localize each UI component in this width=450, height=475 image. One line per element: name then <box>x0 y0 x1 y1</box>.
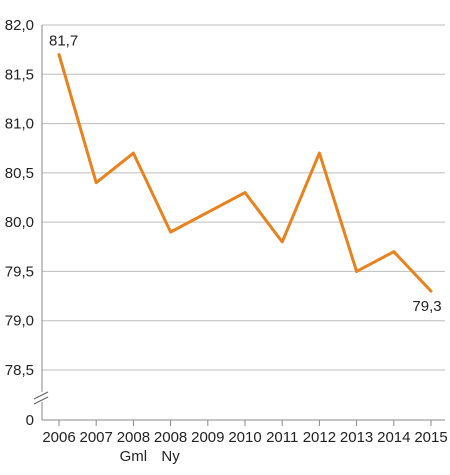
gridlines <box>42 24 445 371</box>
y-tick-label: 79,0 <box>5 313 34 330</box>
x-tick-label: 2009 <box>191 429 224 446</box>
axis-break-mark <box>33 391 49 400</box>
y-tick-label: 82,0 <box>5 17 34 34</box>
axis-break-mark <box>33 396 49 405</box>
tick-labels: 82,0 81,5 81,0 80,5 80,0 79,5 79,0 78,5 0 2006 200… <box>5 17 448 465</box>
series-line <box>57 53 433 293</box>
y-tick-label: 80,5 <box>5 165 34 182</box>
x-tick-label: 2013 <box>340 429 373 446</box>
x-tick-label: 2008 <box>154 429 187 446</box>
x-tick-label: 2007 <box>80 429 113 446</box>
series <box>57 53 433 293</box>
data-label: 81,7 <box>49 33 78 50</box>
x-tick-label: 2008 <box>117 429 150 446</box>
y-tick-label: 81,0 <box>5 116 34 133</box>
y-tick-label: 81,5 <box>5 66 34 83</box>
x-tick-label: 2006 <box>42 429 75 446</box>
y-tick-label-zero: 0 <box>26 412 34 429</box>
x-tick-label: 2015 <box>414 429 447 446</box>
data-label: 79,3 <box>412 298 441 315</box>
y-tick-label: 79,5 <box>5 263 34 280</box>
axis-break-gap <box>34 392 50 402</box>
x-tick-sublabel: Gml <box>120 448 148 465</box>
y-tick-label: 80,0 <box>5 214 34 231</box>
x-tick-sublabel: Ny <box>161 448 180 465</box>
x-tick-label: 2012 <box>303 429 336 446</box>
data-labels: 81,7 79,3 <box>49 33 442 316</box>
x-tick-label: 2011 <box>266 429 298 446</box>
y-tick-label: 78,5 <box>5 362 34 379</box>
x-tick-label: 2014 <box>377 429 410 446</box>
x-tick-label: 2010 <box>228 429 261 446</box>
axes <box>33 25 445 426</box>
